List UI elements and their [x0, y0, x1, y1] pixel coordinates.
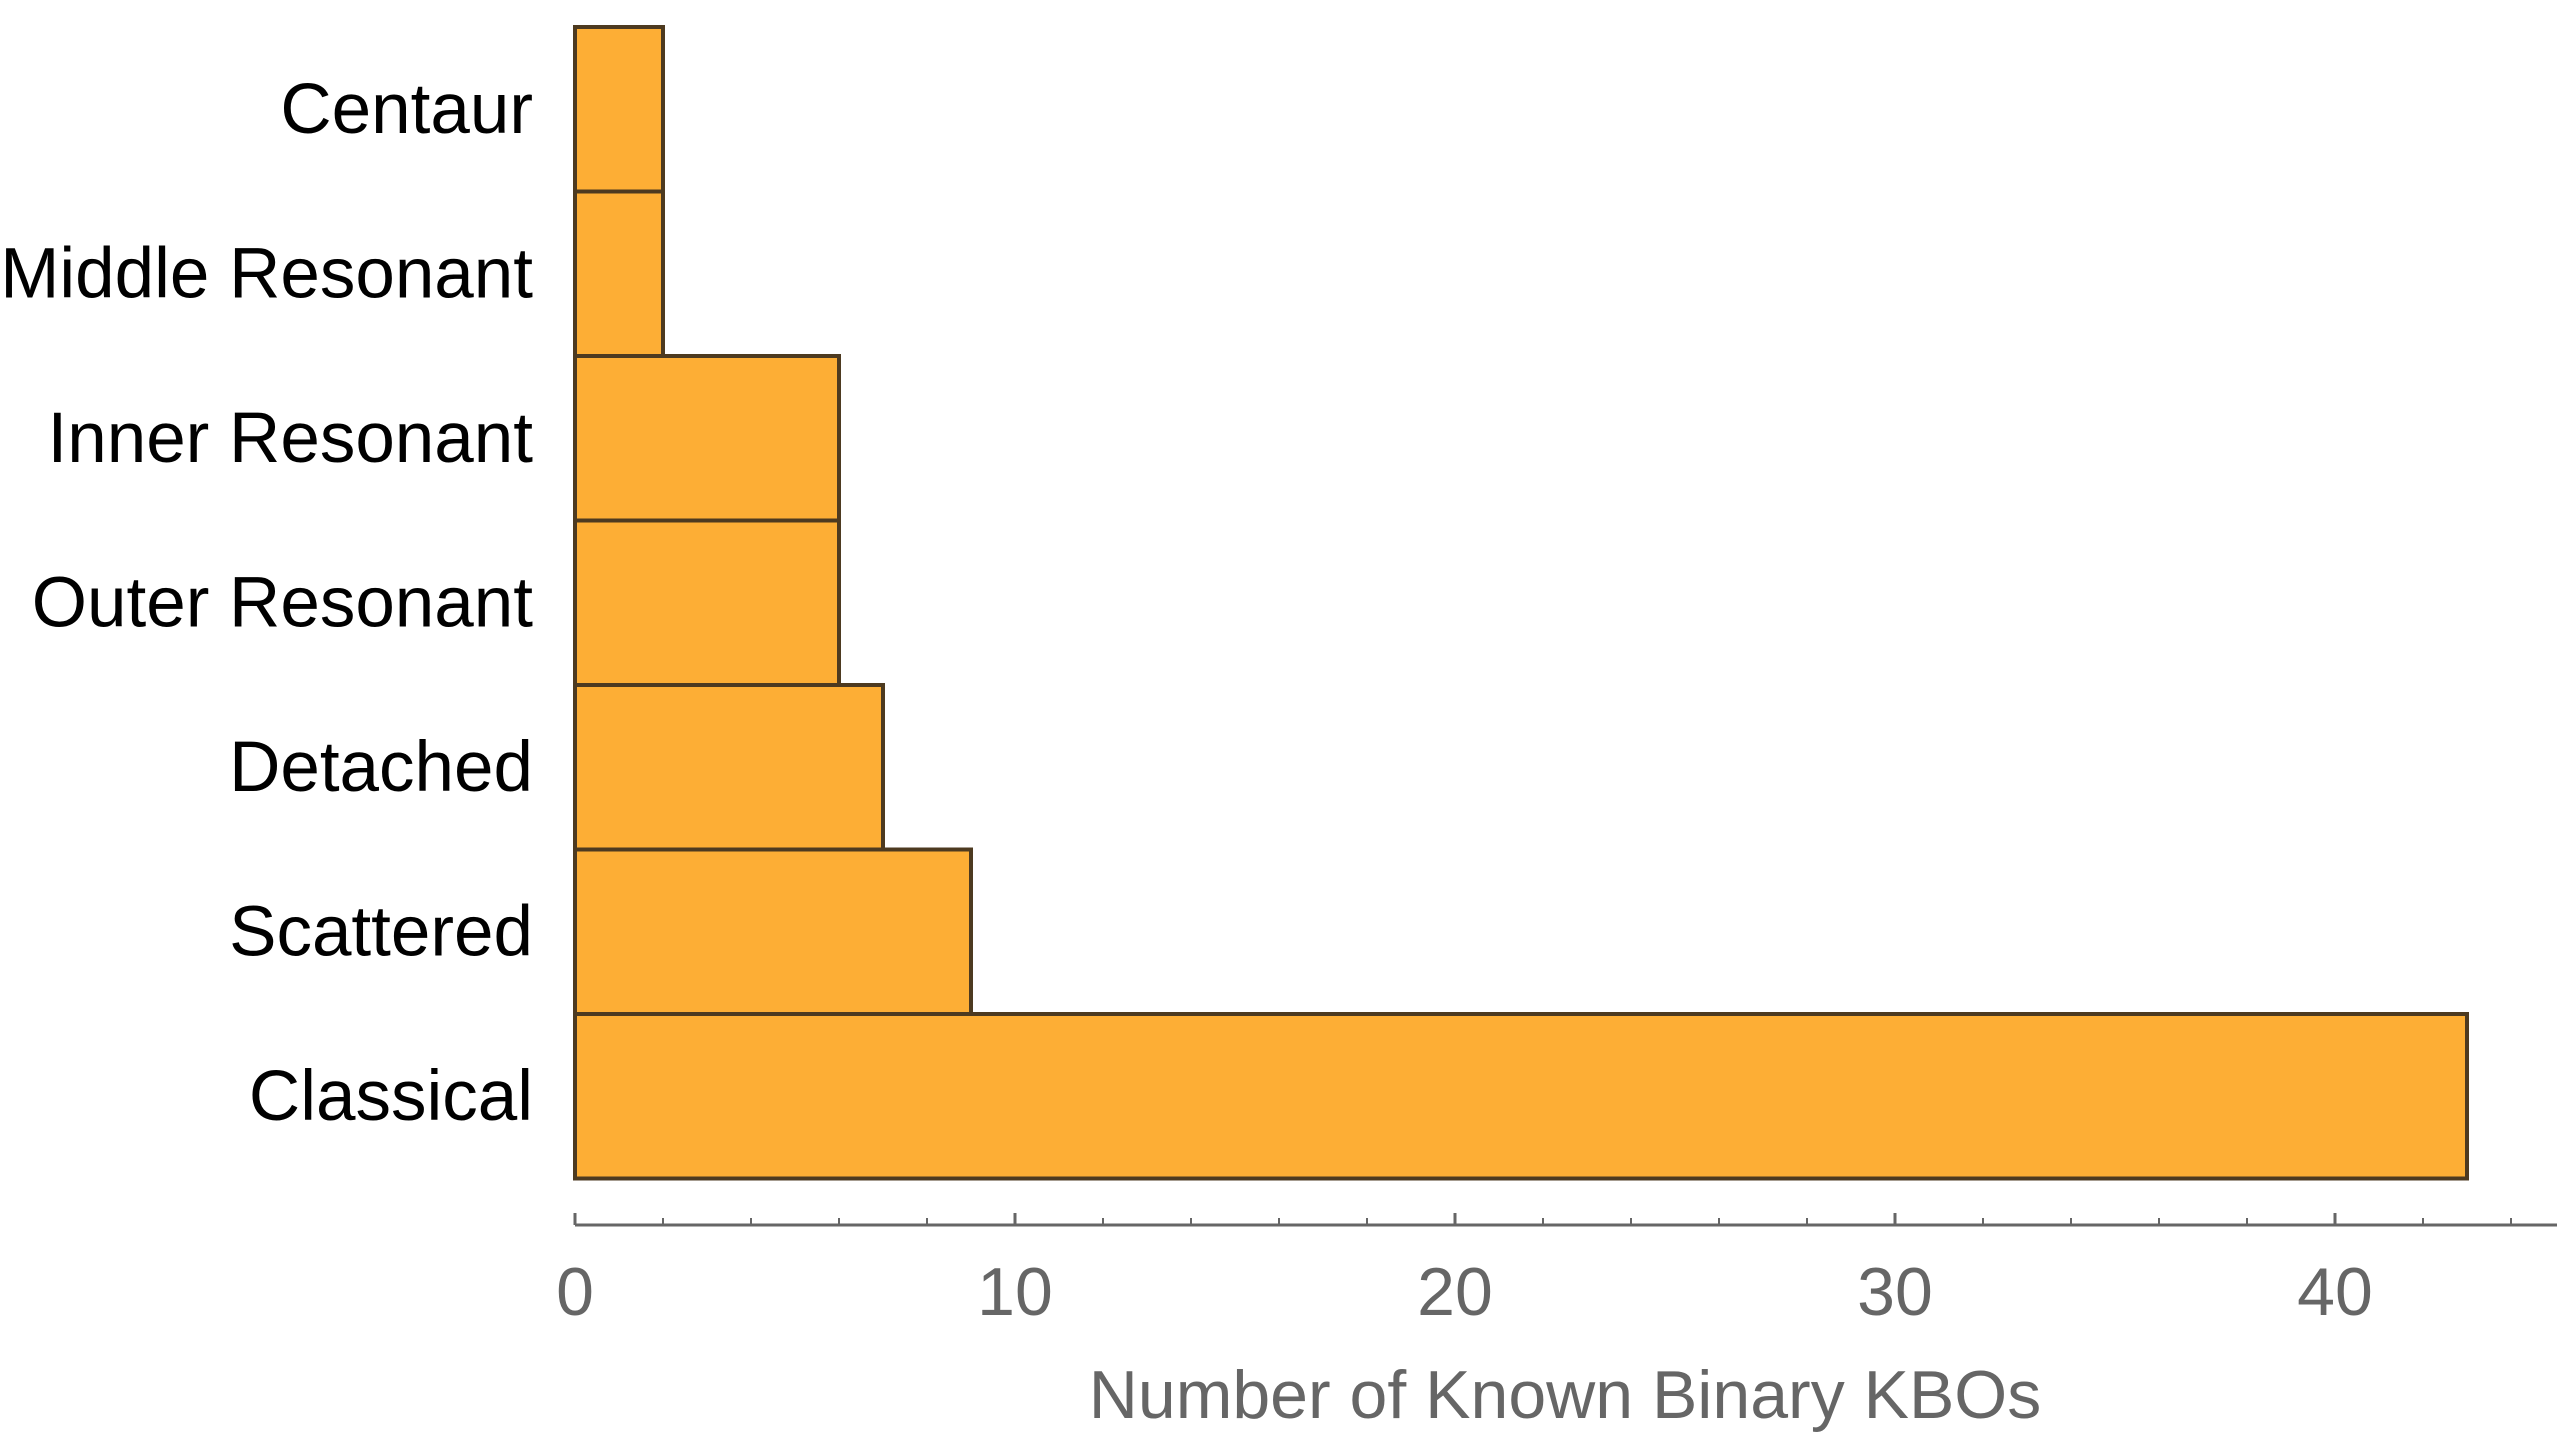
category-label: Centaur — [280, 70, 533, 149]
x-tick-label: 10 — [977, 1254, 1053, 1330]
category-label: Outer Resonant — [32, 563, 534, 642]
bar-centaur — [573, 25, 665, 194]
category-label: Detached — [229, 728, 533, 807]
x-axis-ticks — [573, 1213, 2512, 1225]
x-tick-label: 40 — [2297, 1254, 2373, 1330]
bars-layer — [573, 25, 2469, 1181]
x-tick-label: 30 — [1857, 1254, 1933, 1330]
category-labels: Centaur Middle Resonant Inner Resonant Oute… — [0, 70, 533, 1136]
x-axis: 0 10 20 30 40 Number of Known Binary KBOs — [556, 1213, 2557, 1433]
bar-middle-resonant — [573, 189, 665, 358]
bar-classical — [573, 1012, 2469, 1181]
x-axis-title: Number of Known Binary KBOs — [1089, 1357, 2041, 1433]
x-axis-tick-labels: 0 10 20 30 40 — [556, 1254, 2373, 1330]
x-tick-label: 20 — [1417, 1254, 1493, 1330]
bar-detached — [573, 683, 885, 852]
category-label: Classical — [249, 1057, 533, 1136]
bar-inner-resonant — [573, 354, 841, 523]
category-label: Scattered — [229, 892, 533, 971]
x-tick-label: 0 — [556, 1254, 594, 1330]
category-label: Inner Resonant — [48, 399, 534, 478]
category-label: Middle Resonant — [0, 234, 533, 313]
bar-scattered — [573, 847, 973, 1016]
bar-outer-resonant — [573, 518, 841, 687]
